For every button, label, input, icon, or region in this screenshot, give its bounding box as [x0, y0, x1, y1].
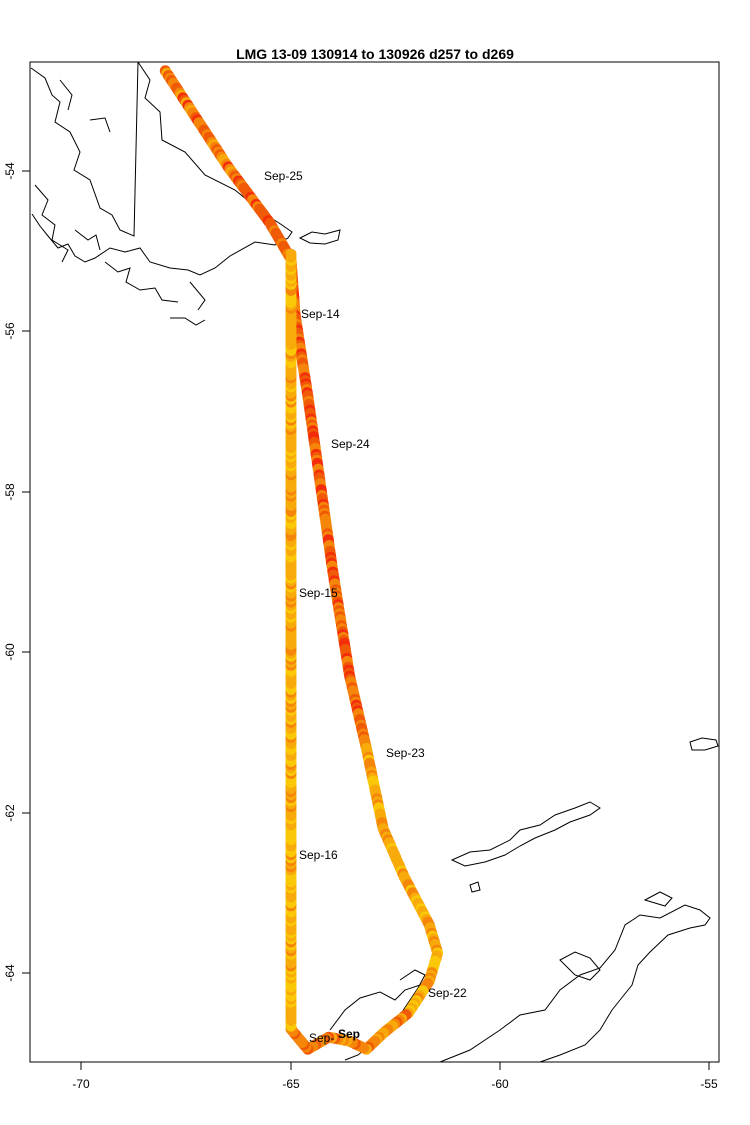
coastlines: [30, 61, 719, 1063]
coastline-islands-west: [34, 79, 206, 326]
y-tick-label: -60: [3, 643, 17, 661]
y-axis: -54 -56 -58 -60 -62 -64: [3, 162, 31, 982]
date-label-sep-14: Sep-14: [301, 307, 340, 321]
x-axis: -70 -65 -60 -55: [72, 1061, 718, 1091]
x-tick-label: -70: [72, 1077, 90, 1091]
x-tick-label: -65: [282, 1077, 300, 1091]
coastline-isla-de-los-estados: [298, 229, 341, 245]
coastline-tierra-del-fuego: [30, 61, 293, 276]
y-tick-label: -54: [3, 162, 17, 180]
date-label-sep-16: Sep-16: [299, 848, 338, 862]
date-label-sep-15: Sep-15: [299, 586, 338, 600]
y-tick-label: -64: [3, 964, 17, 982]
coastline-elephant-island: [689, 737, 719, 751]
x-tick-label: -60: [491, 1077, 509, 1091]
y-tick-label: -58: [3, 483, 17, 501]
date-label-sep-25: Sep-25: [264, 169, 303, 183]
date-label-sep-overlap: Sep: [338, 1027, 360, 1041]
date-label-sep-partial: Sep-: [309, 1031, 334, 1045]
y-tick-label: -62: [3, 804, 17, 822]
date-label-sep-22: Sep-22: [428, 986, 467, 1000]
y-tick-label: -56: [3, 322, 17, 340]
x-tick-label: -55: [700, 1077, 718, 1091]
date-label-sep-24: Sep-24: [331, 437, 370, 451]
coastline-south-shetland-islands: [450, 801, 601, 867]
track-point: [285, 248, 297, 260]
date-labels: Sep-25 Sep-14 Sep-24 Sep-15 Sep-23 Sep-1…: [264, 169, 467, 1045]
chart-title: LMG 13-09 130914 to 130926 d257 to d269: [236, 46, 514, 62]
coastline-antarctic-peninsula: [439, 904, 711, 1063]
coastline-palmer-archipelago: [329, 881, 673, 1061]
plot-frame: [29, 61, 720, 1063]
ship-track: [159, 65, 444, 1055]
date-label-sep-23: Sep-23: [386, 746, 425, 760]
